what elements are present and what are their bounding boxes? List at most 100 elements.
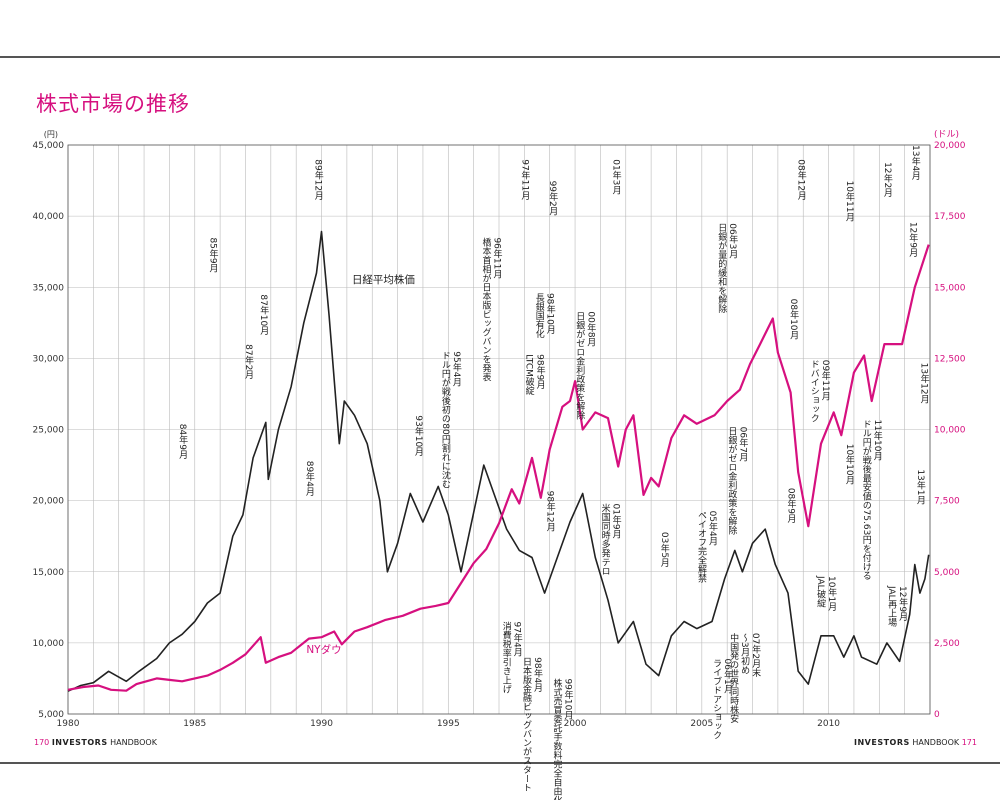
x-tick-label: 1985 (183, 719, 206, 729)
y-left-tick-label: 25,000 (33, 426, 65, 436)
annotation: 99年2月 (547, 181, 558, 217)
chart-annotations: 89年12月 85年9月 87年10月 87年2月 84年9月 89年4月 93年10月 95… (177, 145, 929, 800)
annotation: 87年2月 (243, 344, 254, 380)
annotation: 98年12月 (545, 491, 556, 533)
annotation: 08年12月 (796, 159, 807, 201)
annotation-text: 中国発の世界同時株安 (728, 632, 739, 724)
annotation: 03年5月 (659, 532, 670, 568)
annotation-text: ドバイショック (809, 360, 820, 423)
x-tick-label: 2000 (564, 719, 587, 729)
y-right-tick-label: 15,000 (934, 283, 966, 293)
annotation-text: 日銀が量的緩和を解除 (716, 223, 727, 313)
annotation-date: 10年11月 (844, 181, 855, 223)
annotation-text: ライブドアショック (711, 658, 722, 739)
chart-axes: 5,000 10,000 15,000 20,000 25,000 30,000 35,00… (33, 130, 966, 729)
annotation-date: 13年12月 (919, 363, 930, 405)
x-tick-label: 2010 (817, 719, 840, 729)
y-right-tick-label: 20,000 (934, 141, 966, 151)
annotation-date: 01年3月 (611, 159, 622, 195)
annotation: 13年4月 (910, 145, 921, 181)
annotation-date: 97年4月 (512, 622, 523, 658)
annotation-date: 98年9月 (535, 354, 546, 390)
annotation-date: 87年10月 (258, 294, 269, 336)
annotation-text: 消費税率引き上げ (501, 620, 512, 693)
annotation-date: 06年3月 (727, 223, 738, 259)
y-right-tick-label: 2,500 (934, 639, 960, 649)
x-tick-label: 1980 (57, 719, 80, 729)
annotation: 85年9月 (208, 237, 219, 273)
annotation-date: 08年12月 (796, 159, 807, 201)
y-right-tick-label: 10,000 (934, 426, 966, 436)
annotation-date: 87年2月 (243, 344, 254, 380)
annotation: 12年9月 (907, 222, 918, 258)
y-left-unit: (円) (44, 130, 58, 139)
annotation-date: 05年4月 (707, 511, 718, 547)
annotation-date: 12年2月 (882, 162, 893, 198)
annotation-date: 99年2月 (547, 181, 558, 217)
page-title: 株式市場の推移 (36, 92, 190, 116)
annotation-text: 米国同時多発テロ (600, 502, 611, 575)
annotation: 87年10月 (258, 294, 269, 336)
x-tick-label: 1990 (310, 719, 333, 729)
annotation-date: 10年1月 (826, 576, 837, 612)
annotation: 97年11月 (519, 159, 530, 201)
nydow-line (67, 244, 930, 692)
annotation: 89年12月 (313, 159, 324, 201)
annotation-date: 96年11月 (491, 237, 502, 279)
y-right-unit: (ドル) (934, 130, 959, 140)
annotation-date: 13年1月 (915, 469, 926, 505)
annotation-text: 日銀がゼロ金利政策を解除 (726, 427, 737, 535)
annotation-date: 99年10月 (562, 678, 573, 720)
annotation-date: 12年9月 (897, 586, 908, 622)
y-right-tick-label: 12,500 (934, 354, 966, 364)
brand-left: INVESTORS (51, 738, 108, 747)
annotation-date: 10年10月 (844, 444, 855, 486)
chart-series (67, 230, 930, 692)
y-left-tick-label: 35,000 (33, 283, 65, 293)
footer-right: INVESTORS HANDBOOK 171 (854, 738, 977, 747)
annotation-date: 08年10月 (788, 299, 799, 341)
annotation-text: 株式売買委託手数料完全自由化 (551, 677, 562, 800)
annotation: 08年10月 (788, 299, 799, 341)
annotation: 93年10月 (413, 415, 424, 457)
annotation-text: 〜3月初め (739, 633, 750, 675)
annotation: 01年3月 (611, 159, 622, 195)
annotation-date: 09年11月 (820, 360, 831, 402)
annotation-date: 85年9月 (208, 237, 219, 273)
annotation: 89年4月 (304, 461, 315, 497)
y-left-tick-label: 10,000 (33, 639, 65, 649)
y-right-tick-label: 17,500 (934, 212, 966, 222)
annotation: 84年9月 (177, 424, 188, 460)
x-tick-label: 2005 (690, 719, 713, 729)
annotation-text: 日銀がゼロ金利政策を解除 (574, 311, 585, 419)
y-left-tick-label: 45,000 (33, 141, 65, 151)
annotation-date: 08年9月 (786, 488, 797, 524)
nikkei-line (67, 230, 930, 692)
annotation: 12年2月 (882, 162, 893, 198)
annotation-date: 89年12月 (313, 159, 324, 201)
y-left-tick-label: 40,000 (33, 212, 65, 222)
annotation-text: 長銀国有化 (534, 293, 545, 339)
annotation: 13年12月 (919, 363, 930, 405)
annotation-date: 13年4月 (910, 145, 921, 181)
y-left-tick-label: 30,000 (33, 354, 65, 364)
y-left-tick-label: 5,000 (38, 710, 64, 720)
brand-right-sub: HANDBOOK (912, 738, 960, 747)
page-number-right: 171 (961, 738, 977, 747)
annotation-date: 06年1月 (722, 659, 733, 695)
series-label: NYダウ (306, 643, 341, 656)
